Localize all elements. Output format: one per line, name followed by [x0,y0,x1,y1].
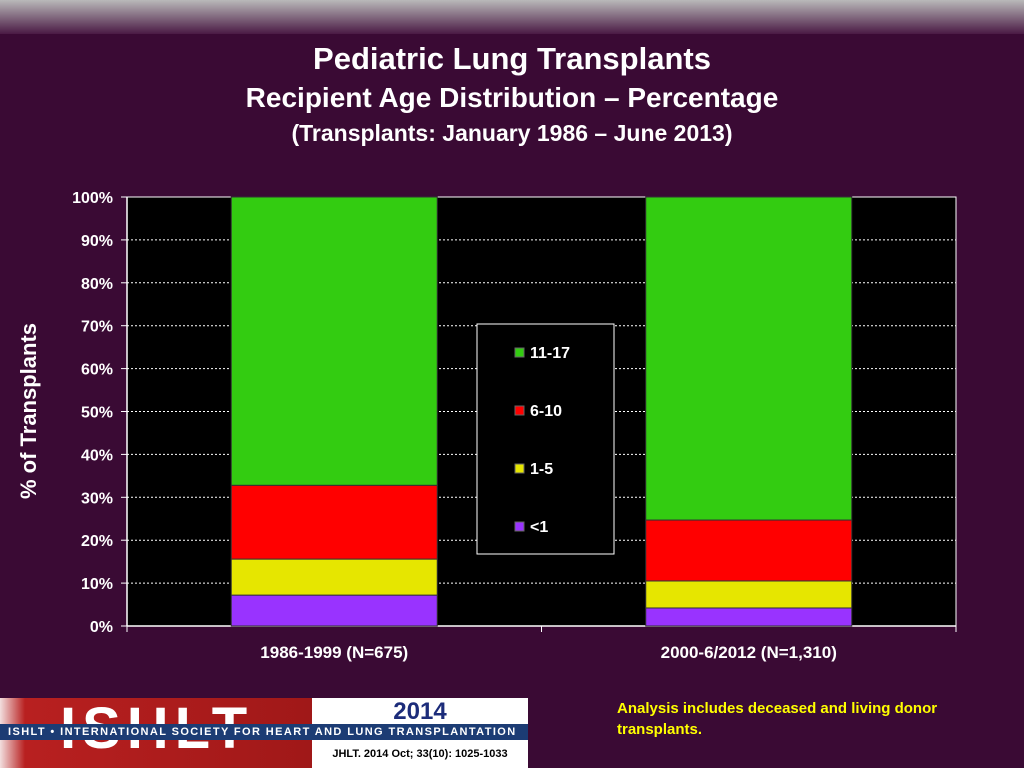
legend-box [476,323,615,555]
y-tick-label: 80% [81,276,113,293]
bar-segment [230,484,438,560]
bar-segment [230,558,438,596]
y-tick-label: 0% [90,619,113,636]
report-year: 2014 [312,698,528,725]
y-tick-label: 50% [81,405,113,422]
bar-segment [230,594,438,627]
x-category-label: 1986-1999 (N=675) [260,643,408,662]
y-tick-label: 60% [81,362,113,379]
top-gradient-band [0,0,1024,34]
y-tick-label: 20% [81,533,113,550]
y-tick-label: 100% [72,190,113,207]
legend-label: 1-5 [530,461,553,478]
citation: JHLT. 2014 Oct; 33(10): 1025-1033 [312,740,528,768]
legend-label: <1 [530,519,548,536]
y-tick-label: 30% [81,490,113,507]
bar-segment [645,196,853,521]
legend-swatch [514,347,525,358]
chart-date-range: (Transplants: January 1986 – June 2013) [291,120,733,146]
legend-swatch [514,405,525,416]
chart-subtitle: Recipient Age Distribution – Percentage [245,82,779,113]
bar-segment [645,580,853,609]
x-category-label: 2000-6/2012 (N=1,310) [661,643,837,662]
analysis-note: Analysis includes deceased and living do… [617,700,938,738]
chart-svg: 0% 10% 20% 30% 40% 50% 60% 70% 80% 90% 100% 1986-19… [16,190,957,662]
y-tick-label: 90% [81,233,113,250]
bar-segment [230,196,438,486]
legend-label: 11-17 [530,345,570,362]
y-tick-label: 70% [81,319,113,336]
bar-segment [645,607,853,627]
legend-swatch [514,521,525,532]
title-block: Pediatric Lung Transplants Recipient Age… [0,38,1024,150]
chart-title: Pediatric Lung Transplants [313,41,711,76]
society-name: ISHLT • INTERNATIONAL SOCIETY FOR HEART … [0,724,528,740]
legend-label: 6-10 [530,403,562,420]
y-axis-label: % of Transplants [16,323,41,499]
legend-swatch [514,463,525,474]
y-tick-label: 40% [81,447,113,464]
bar-segment [645,519,853,582]
y-tick-label: 10% [81,576,113,593]
